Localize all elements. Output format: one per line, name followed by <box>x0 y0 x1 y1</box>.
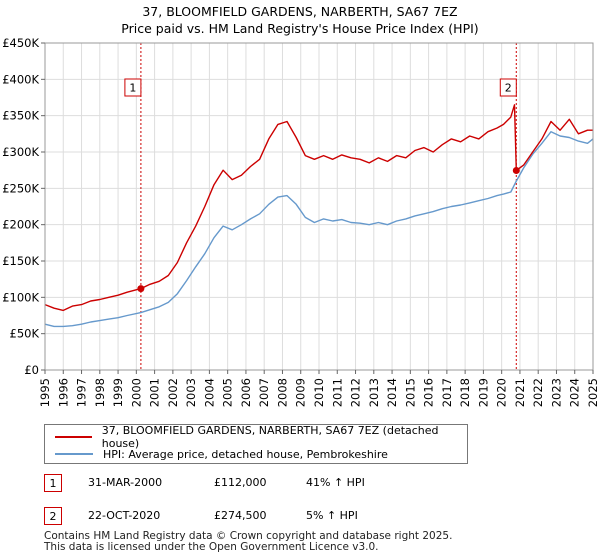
x-tick-label: 2021 <box>513 378 527 407</box>
y-tick-label: £400K <box>2 72 39 86</box>
x-tick-label: 2003 <box>184 378 198 407</box>
y-tick-label: £450K <box>2 36 39 50</box>
sale-label-text: 2 <box>505 82 512 95</box>
x-tick-label: 2012 <box>349 378 363 407</box>
y-tick-label: £350K <box>2 109 39 123</box>
x-tick-label: 2015 <box>403 378 417 407</box>
x-tick-label: 2014 <box>385 378 399 407</box>
y-tick-label: £300K <box>2 145 39 159</box>
x-tick-label: 2006 <box>239 378 253 407</box>
x-tick-label: 2010 <box>312 378 326 407</box>
sale-label-box <box>124 78 142 97</box>
x-tick-label: 2016 <box>422 378 436 407</box>
legend-item-hpi: HPI: Average price, detached house, Pemb… <box>45 446 388 462</box>
x-tick-label: 2013 <box>367 378 381 407</box>
y-tick-label: £100K <box>2 290 39 304</box>
x-tick-label: 2020 <box>495 378 509 407</box>
sale-marker-lines <box>140 43 517 370</box>
x-tick-label: 2009 <box>294 378 308 407</box>
footer-copyright: Contains HM Land Registry data © Crown c… <box>44 530 453 542</box>
legend-swatch-hpi <box>55 453 93 455</box>
sale-date: 22-OCT-2020 <box>88 509 161 522</box>
x-tick-label: 2005 <box>221 378 235 407</box>
x-axis-ticks: 1995 1996 1997 1998 1999 2000 2001 2002 2003 2004… <box>38 370 600 407</box>
x-tick-label: 2024 <box>568 378 582 407</box>
chart-title-line1: 37, BLOOMFIELD GARDENS, NARBERTH, SA67 7… <box>142 4 458 19</box>
x-tick-label: 1996 <box>56 378 70 407</box>
sale-point <box>512 167 520 175</box>
x-tick-label: 2019 <box>476 378 490 407</box>
sale-price: £274,500 <box>214 509 267 522</box>
x-tick-label: 1997 <box>75 378 89 407</box>
chart-title: 37, BLOOMFIELD GARDENS, NARBERTH, SA67 7… <box>0 3 600 37</box>
y-tick-label: £200K <box>2 218 39 232</box>
y-tick-label: £0 <box>24 363 39 377</box>
x-tick-label: 2002 <box>166 378 180 407</box>
x-tick-label: 2011 <box>330 378 344 407</box>
sale-date: 31-MAR-2000 <box>88 476 163 489</box>
sale-hpi-change: 41% ↑ HPI <box>306 476 365 489</box>
sale-point <box>137 285 145 293</box>
x-tick-label: 2022 <box>531 378 545 407</box>
footer: Contains HM Land Registry data © Crown c… <box>44 531 452 553</box>
sale-price: £112,000 <box>214 476 267 489</box>
sale-label-text: 1 <box>129 82 136 95</box>
x-tick-label: 2017 <box>440 378 454 407</box>
x-tick-label: 1999 <box>111 378 125 407</box>
x-tick-label: 1995 <box>38 378 52 407</box>
x-tick-label: 1998 <box>93 378 107 407</box>
sale-row: 2 22-OCT-2020 £274,500 5% ↑ HPI <box>44 507 484 529</box>
legend: 37, BLOOMFIELD GARDENS, NARBERTH, SA67 7… <box>44 424 468 464</box>
legend-swatch-price <box>55 436 92 438</box>
sale-badge: 1 <box>44 474 62 492</box>
y-axis-ticks: £0 £50K £100K £150K £200K £250K £300K £350K £400… <box>2 36 45 377</box>
sale-label-box <box>499 78 517 97</box>
x-tick-label: 2023 <box>549 378 563 407</box>
x-tick-label: 2018 <box>458 378 472 407</box>
x-tick-label: 2007 <box>257 378 271 407</box>
legend-label-price: 37, BLOOMFIELD GARDENS, NARBERTH, SA67 7… <box>101 424 439 450</box>
y-tick-label: £250K <box>2 181 39 195</box>
legend-label-hpi: HPI: Average price, detached house, Pemb… <box>103 447 388 461</box>
sale-hpi-change: 5% ↑ HPI <box>306 509 358 522</box>
y-tick-label: £150K <box>2 254 39 268</box>
y-tick-label: £50K <box>10 327 40 341</box>
x-tick-label: 2000 <box>129 378 143 407</box>
x-tick-label: 2004 <box>202 378 216 407</box>
hpi-line <box>44 130 594 328</box>
legend-item-price: 37, BLOOMFIELD GARDENS, NARBERTH, SA67 7… <box>45 424 467 450</box>
footer-licence: This data is licensed under the Open Gov… <box>44 541 379 553</box>
x-tick-label: 2001 <box>148 378 162 407</box>
sale-row: 1 31-MAR-2000 £112,000 41% ↑ HPI <box>44 474 484 496</box>
x-tick-label: 2025 <box>586 378 600 407</box>
chart-title-line2: Price paid vs. HM Land Registry's House … <box>121 21 479 36</box>
sale-badge: 2 <box>44 507 62 525</box>
x-tick-label: 2008 <box>275 378 289 407</box>
